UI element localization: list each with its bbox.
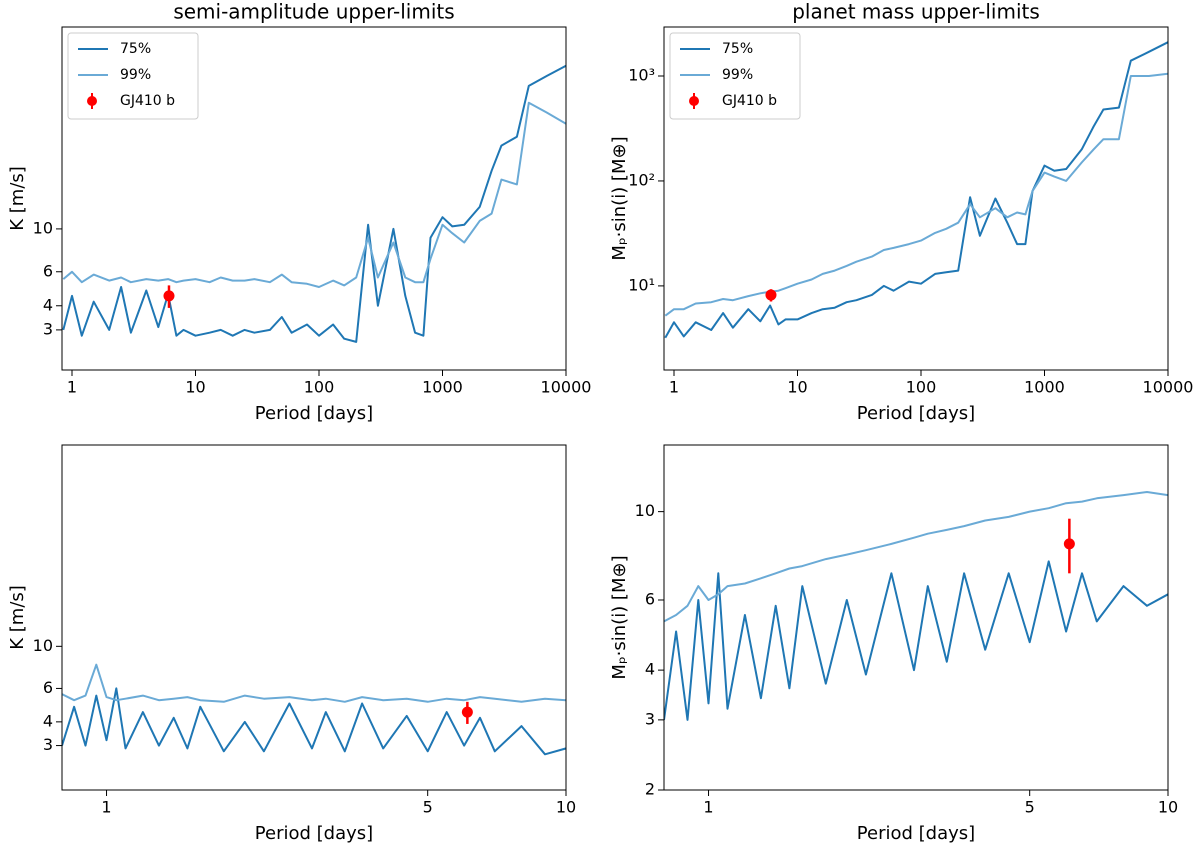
x-tick-label: 1000 — [422, 378, 463, 397]
legend-label: 75% — [722, 41, 753, 57]
y-axis-label: K [m/s] — [7, 166, 28, 231]
panel-title: semi-amplitude upper-limits — [173, 0, 454, 24]
x-tick-label: 1 — [67, 378, 77, 397]
plot-area — [664, 491, 1168, 721]
y-tick-label: 4 — [645, 660, 655, 679]
legend-box — [669, 32, 801, 120]
y-tick-label: 3 — [645, 709, 655, 728]
y-tick-label: 3 — [43, 735, 53, 754]
x-tick-label: 10000 — [1143, 378, 1194, 397]
x-tick-label: 5 — [1025, 798, 1035, 817]
series-line — [664, 491, 1168, 623]
legend-swatch — [689, 96, 699, 106]
panel-title: planet mass upper-limits — [792, 0, 1040, 24]
plot-area — [62, 663, 566, 756]
x-tick-label: 10000 — [541, 378, 592, 397]
y-tick-label: 10² — [628, 170, 655, 189]
plot-area — [62, 64, 566, 343]
planet-point — [1063, 538, 1075, 550]
y-tick-label: 2 — [645, 780, 655, 799]
y-axis-label: Mₚ·sin(i) [M⊕] — [609, 555, 630, 679]
x-tick-label: 1 — [101, 798, 111, 817]
x-tick-label: 10 — [1158, 798, 1178, 817]
series-line — [664, 41, 1168, 339]
y-axis-label: K [m/s] — [7, 585, 28, 650]
axes-frame — [663, 26, 1169, 371]
y-tick-label: 10¹ — [628, 275, 655, 294]
x-axis-label: Period [days] — [857, 403, 975, 424]
legend-swatch — [87, 96, 97, 106]
y-tick-label: 10 — [33, 636, 53, 655]
planet-point — [163, 290, 175, 302]
x-tick-label: 1 — [669, 378, 679, 397]
x-tick-label: 5 — [423, 798, 433, 817]
legend-box — [67, 32, 199, 120]
legend: 75% 99% GJ410 b — [67, 32, 199, 120]
axes-frame — [61, 444, 567, 791]
series-line — [62, 64, 566, 343]
series-line — [62, 663, 566, 703]
legend: 75% 99% GJ410 b — [669, 32, 801, 120]
axes-frame — [61, 26, 567, 371]
y-tick-label: 3 — [43, 319, 53, 338]
plot-area — [664, 41, 1168, 339]
series-line — [664, 72, 1168, 317]
x-axis-label: Period [days] — [255, 823, 373, 844]
x-tick-label: 1 — [703, 798, 713, 817]
y-tick-label: 6 — [43, 261, 53, 280]
x-tick-label: 10 — [556, 798, 576, 817]
y-tick-label: 10 — [33, 218, 53, 237]
x-tick-label: 100 — [906, 378, 937, 397]
planet-point — [461, 706, 473, 718]
series-line — [62, 687, 566, 756]
x-tick-label: 10 — [185, 378, 205, 397]
y-tick-label: 10 — [635, 501, 655, 520]
legend-label: 99% — [120, 67, 151, 83]
y-tick-label: 4 — [43, 295, 53, 314]
axes-frame — [663, 444, 1169, 791]
panel: semi-amplitude upper-limits Period [days]… — [7, 0, 591, 424]
x-axis-label: Period [days] — [857, 823, 975, 844]
y-tick-label: 10³ — [628, 65, 655, 84]
y-tick-label: 4 — [43, 711, 53, 730]
legend-label: 75% — [120, 41, 151, 57]
y-tick-label: 6 — [645, 589, 655, 608]
x-tick-label: 10 — [787, 378, 807, 397]
legend-label: GJ410 b — [120, 93, 175, 109]
panel: planet mass upper-limits Period [days] Mₚ·… — [609, 0, 1193, 424]
x-tick-label: 1000 — [1024, 378, 1065, 397]
planet-point — [765, 289, 777, 301]
legend-label: 99% — [722, 67, 753, 83]
series-line — [62, 101, 566, 288]
legend-label: GJ410 b — [722, 93, 777, 109]
x-tick-label: 100 — [304, 378, 335, 397]
panel: Period [days] Mₚ·sin(i) [M⊕] 1 5 10 2 3 4 6 10 — [609, 444, 1178, 844]
y-tick-label: 6 — [43, 678, 53, 697]
y-axis-label: Mₚ·sin(i) [M⊕] — [609, 136, 630, 260]
x-axis-label: Period [days] — [255, 403, 373, 424]
panel: Period [days] K [m/s] 1 5 10 3 4 6 10 — [7, 444, 576, 844]
